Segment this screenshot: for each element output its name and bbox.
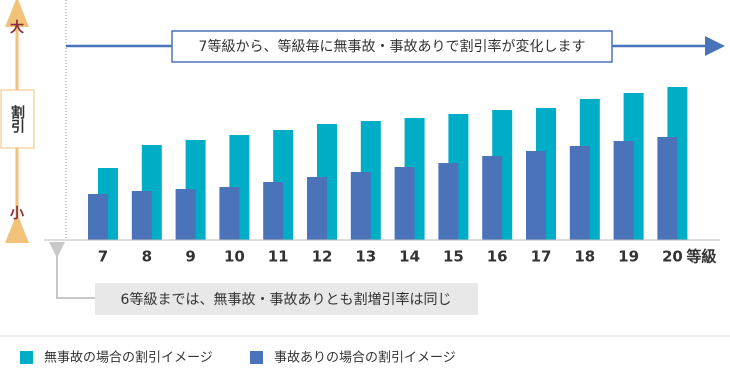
bar (131, 191, 152, 240)
bar (350, 172, 371, 240)
x-tick-label: 9 (185, 248, 195, 266)
y-label-box (0, 89, 35, 149)
bar (263, 182, 284, 240)
legend-swatch (20, 351, 33, 364)
legend-swatch (250, 351, 263, 364)
x-tick-label: 17 (531, 248, 552, 266)
bar (613, 141, 634, 240)
bar (394, 167, 415, 240)
x-tick-label: 14 (399, 248, 420, 266)
x-tick-label: 8 (142, 248, 152, 266)
bar (88, 194, 108, 240)
x-tick-label: 19 (618, 248, 639, 266)
y-high: 大 (10, 19, 24, 36)
bar (482, 156, 503, 240)
plot: 7 8 9 10 11 12 13 14 15 16 17 18 19 20 等級無事故の場合の割引イメージ… (20, 87, 720, 366)
x-tick-label: 13 (355, 248, 376, 266)
x-tick-label: 16 (487, 248, 508, 266)
x-tick-label: 18 (574, 248, 595, 266)
bar (307, 177, 327, 240)
bar (526, 151, 546, 240)
y-low: 小 (10, 206, 24, 222)
x-tick-label: 10 (224, 248, 245, 266)
y-label: 割引 (9, 104, 25, 134)
x-tick-label: 11 (268, 248, 289, 266)
note-arrow (49, 242, 95, 299)
bar (219, 187, 240, 240)
bar (438, 163, 459, 240)
x-tick-label: 15 (443, 248, 464, 266)
bar (657, 137, 678, 240)
x-tick-label: 7 (98, 248, 108, 266)
legend-label: 無事故の場合の割引イメージ (44, 350, 213, 366)
bar (175, 189, 196, 240)
x-tick-label: 12 (312, 248, 333, 266)
note: 6等級までは、無事故・事故ありとも割増引率は同じ (121, 291, 452, 308)
top-annotation: 7等級から、等級毎に無事故・事故ありで割引率が変化します (199, 38, 586, 55)
x-tick-label: 20 (662, 248, 683, 266)
x-unit: 等級 (686, 248, 716, 266)
legend-label: 事故ありの場合の割引イメージ (274, 350, 456, 366)
note-box (95, 283, 478, 315)
top-box (171, 30, 613, 63)
bar (569, 146, 590, 240)
